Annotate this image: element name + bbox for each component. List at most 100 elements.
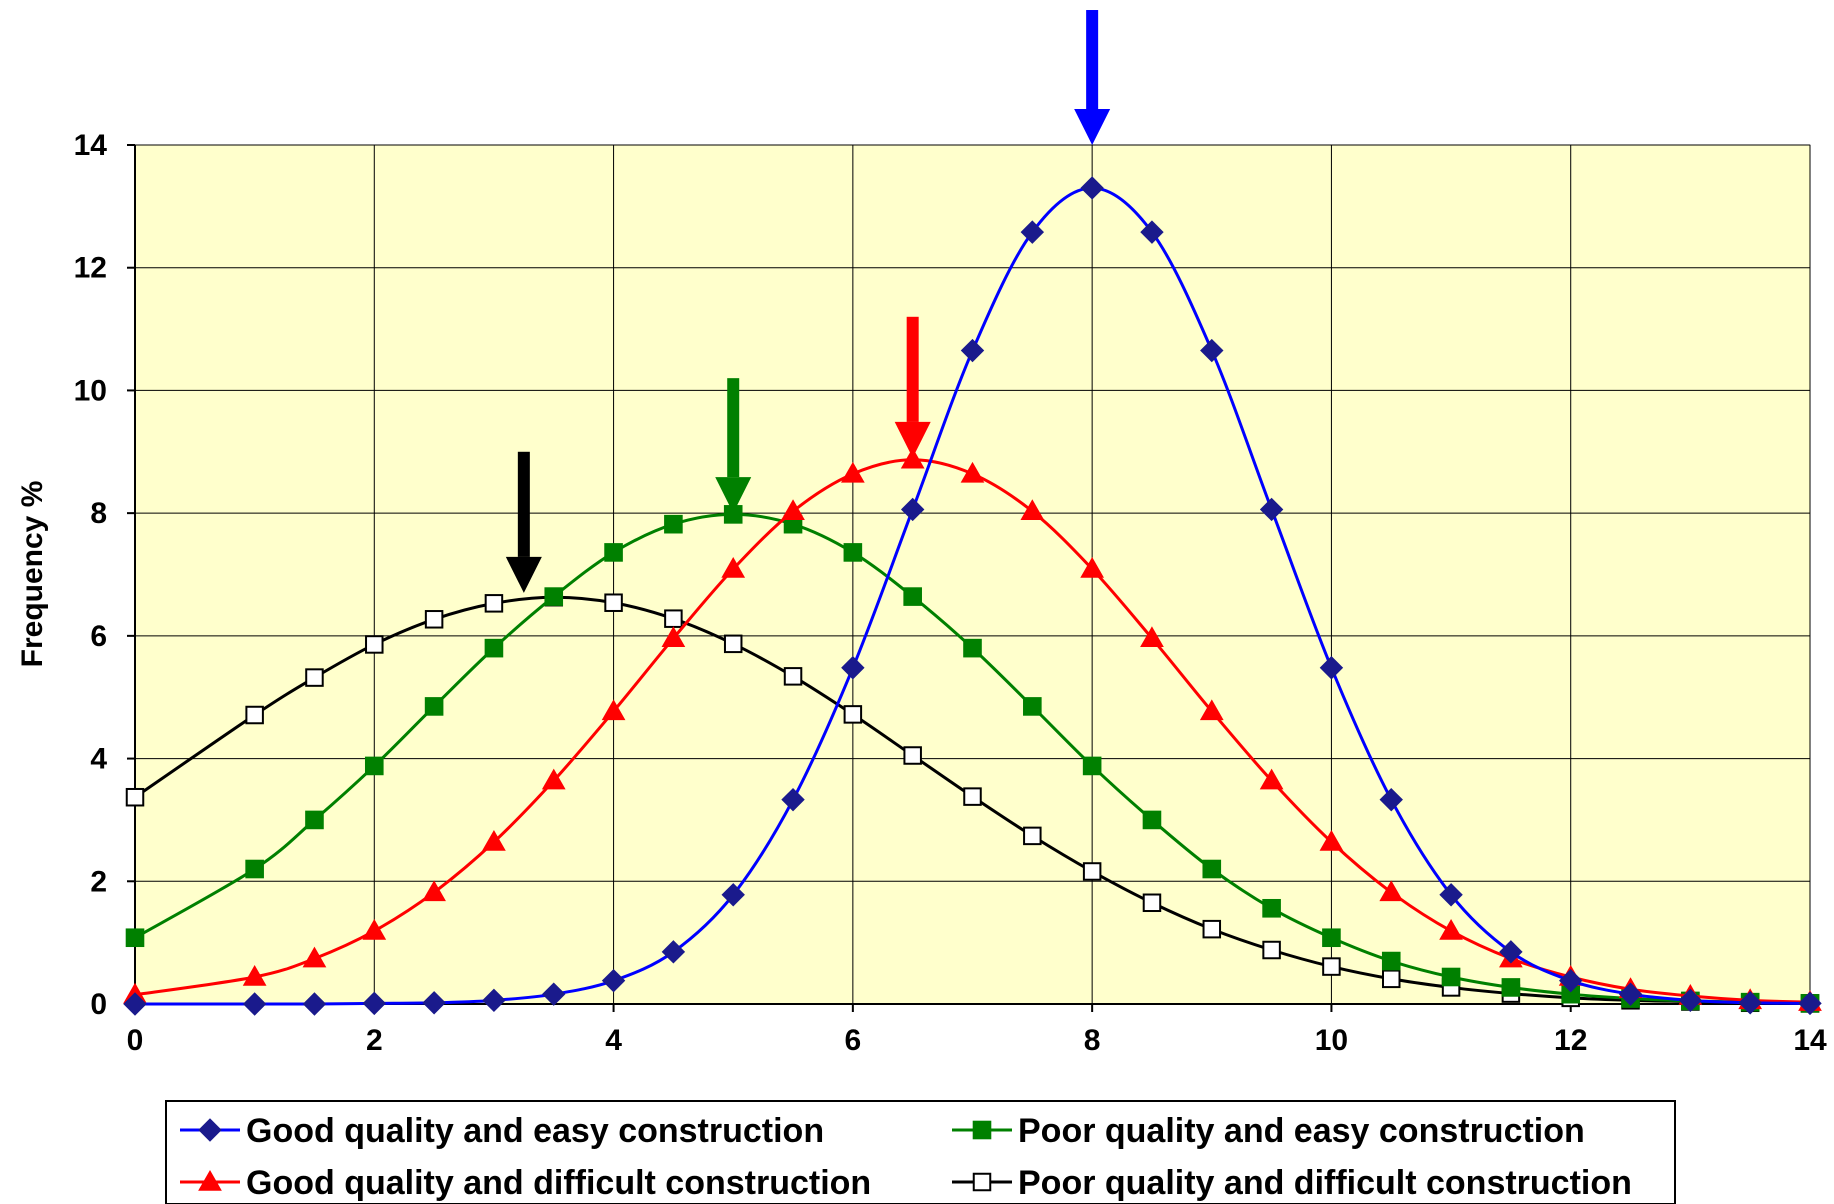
- data-point: [1319, 656, 1344, 680]
- data-point: [664, 609, 683, 628]
- legend-entry: Poor quality and difficult construction: [952, 1164, 1632, 1202]
- y-axis-title: Frequency %: [16, 481, 49, 668]
- x-tick-label: 6: [845, 1024, 862, 1057]
- data-point: [305, 810, 324, 830]
- data-point: [1140, 220, 1164, 244]
- data-point: [1382, 969, 1401, 989]
- arrow-shaft: [517, 451, 530, 557]
- data-point: [604, 593, 623, 612]
- legend-box: [165, 1100, 1676, 1204]
- legend: Good quality and easy construction Poor q…: [165, 1100, 1676, 1204]
- data-point: [604, 543, 623, 562]
- data-point: [1439, 883, 1463, 907]
- data-point: [1023, 697, 1042, 716]
- arrow-head: [894, 421, 931, 458]
- data-point: [601, 968, 626, 993]
- data-point: [1262, 940, 1281, 960]
- data-point: [963, 787, 982, 806]
- data-point: [963, 638, 982, 658]
- data-point: [1259, 768, 1284, 790]
- data-point: [482, 988, 506, 1013]
- data-point: [1441, 967, 1461, 987]
- data-point: [123, 992, 147, 1016]
- legend-entry: Good quality and difficult construction: [180, 1164, 871, 1202]
- legend-swatch-marker: [972, 1172, 992, 1192]
- data-point: [362, 991, 386, 1016]
- plot-area: [134, 144, 1811, 1005]
- legend-entry: Poor quality and easy construction: [952, 1112, 1585, 1150]
- data-point: [1322, 928, 1341, 948]
- data-point: [125, 928, 145, 948]
- y-tick-label: 12: [74, 252, 107, 285]
- legend-label: Poor quality and difficult construction: [1018, 1164, 1632, 1202]
- data-point: [1501, 978, 1521, 997]
- y-tick-label: 4: [90, 743, 107, 776]
- peak-arrow: [1074, 10, 1111, 145]
- data-point: [1202, 919, 1222, 939]
- data-point: [484, 594, 504, 613]
- data-point: [484, 638, 504, 658]
- data-point: [245, 705, 264, 725]
- data-point: [422, 880, 446, 902]
- data-point: [840, 461, 865, 483]
- data-point: [1262, 898, 1281, 918]
- data-point: [1202, 859, 1222, 879]
- y-tick-label: 0: [90, 988, 107, 1021]
- data-point: [960, 338, 985, 363]
- data-point: [1322, 957, 1341, 976]
- x-tick-label: 8: [1084, 1024, 1101, 1057]
- data-point: [664, 514, 683, 534]
- legend-label: Good quality and difficult construction: [246, 1164, 871, 1202]
- data-point: [541, 768, 566, 790]
- x-tick-label: 14: [1793, 1024, 1827, 1057]
- data-point: [900, 497, 925, 522]
- data-point: [781, 499, 805, 521]
- data-point: [843, 705, 863, 724]
- peak-arrow: [894, 316, 931, 458]
- y-tick-label: 14: [74, 129, 108, 162]
- data-point: [783, 667, 803, 686]
- data-point: [305, 668, 324, 687]
- data-point: [1020, 220, 1045, 244]
- data-point: [544, 587, 564, 606]
- data-point: [1023, 826, 1042, 846]
- data-point: [542, 982, 566, 1006]
- data-point: [900, 447, 925, 469]
- data-point: [302, 946, 327, 968]
- arrow-shaft: [906, 316, 919, 422]
- y-tick-label: 8: [90, 497, 107, 530]
- data-point: [1142, 893, 1162, 913]
- data-point: [1738, 991, 1762, 1015]
- data-point: [903, 587, 922, 606]
- data-point: [424, 697, 444, 716]
- data-point: [601, 699, 626, 721]
- data-point: [424, 610, 444, 629]
- data-point: [661, 940, 686, 964]
- legend-label: Good quality and easy construction: [246, 1112, 824, 1150]
- arrow-head: [715, 477, 752, 514]
- y-tick-label: 2: [90, 865, 107, 898]
- data-point: [245, 859, 264, 879]
- data-point: [364, 756, 384, 776]
- data-point: [1199, 699, 1224, 721]
- data-point: [1678, 988, 1703, 1013]
- y-tick-label: 6: [90, 620, 107, 653]
- data-point: [362, 918, 387, 940]
- series-2: [125, 505, 1820, 1013]
- data-point: [1499, 940, 1523, 964]
- data-point: [721, 883, 745, 907]
- y-tick-labels: 0 2 4 6 8 10 12 14: [74, 129, 108, 1021]
- data-point: [242, 964, 267, 986]
- data-point: [1559, 968, 1583, 993]
- data-point: [721, 556, 746, 578]
- data-point: [1080, 176, 1104, 200]
- series-layer: [123, 176, 1822, 1016]
- data-point: [1379, 880, 1404, 902]
- data-point: [242, 992, 267, 1016]
- data-point: [1140, 626, 1164, 648]
- arrow-shaft: [727, 378, 740, 478]
- arrow-shaft: [1086, 10, 1099, 110]
- series-1: [123, 176, 1822, 1016]
- data-point: [1259, 497, 1284, 522]
- legend-swatch-marker: [198, 1118, 222, 1142]
